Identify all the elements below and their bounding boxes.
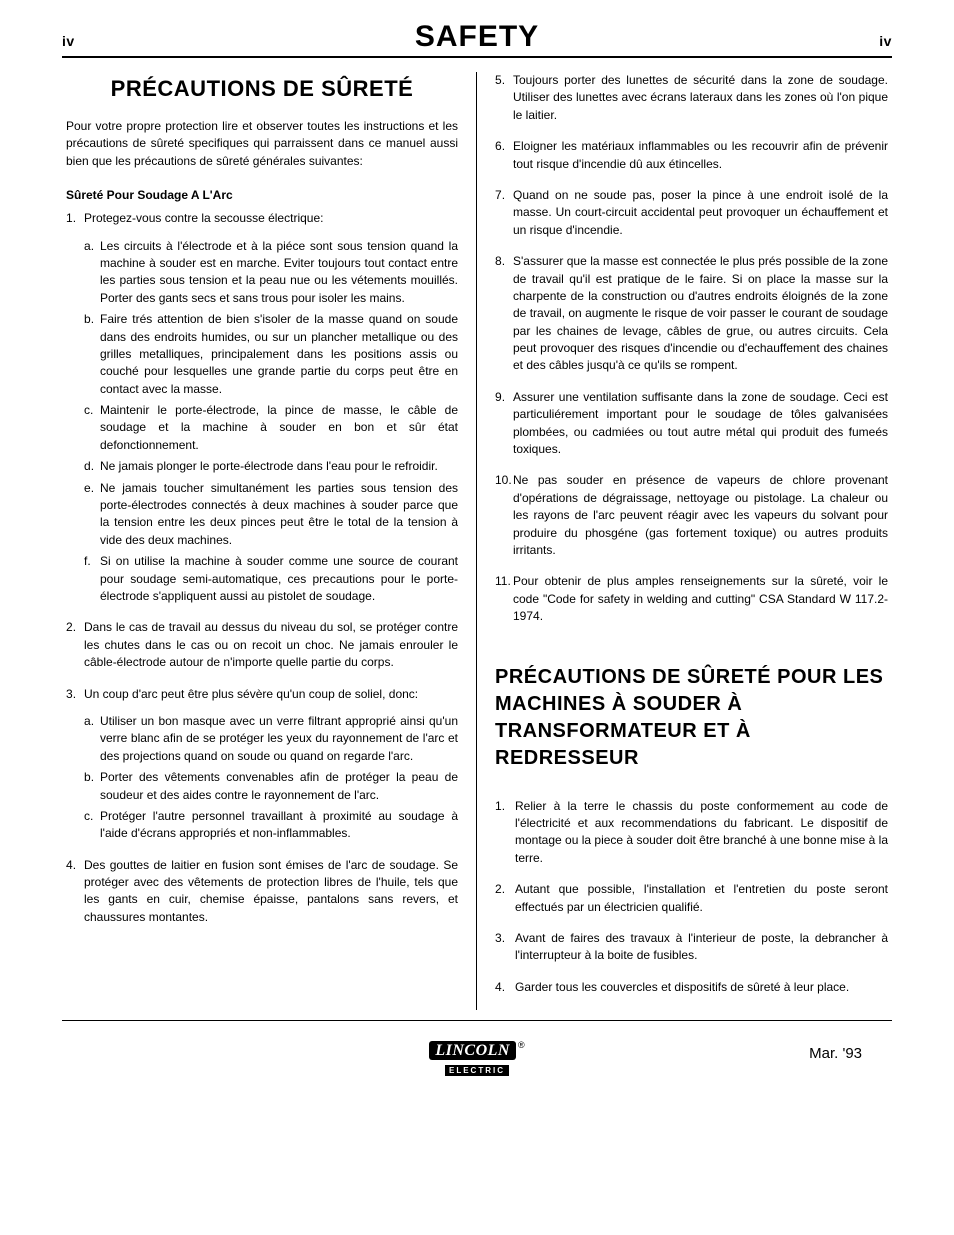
- list-item: Des gouttes de laitier en fusion sont ém…: [66, 857, 458, 927]
- sub-list-item: Porter des vêtements convenables afin de…: [84, 769, 458, 804]
- page-header: iv SAFETY iv: [62, 20, 892, 58]
- sub-list-item: Protéger l'autre personnel travaillant à…: [84, 808, 458, 843]
- section1-title: PRÉCAUTIONS DE SÛRETÉ: [66, 76, 458, 102]
- sub-list-item: Maintenir le porte-électrode, la pince d…: [84, 402, 458, 454]
- content-columns: PRÉCAUTIONS DE SÛRETÉ Pour votre propre …: [62, 72, 892, 1010]
- list-item: Relier à la terre le chassis du poste co…: [495, 798, 888, 868]
- sub-list-item: Les circuits à l'électrode et à la piéce…: [84, 238, 458, 308]
- bottom-rule: [62, 1020, 892, 1021]
- sub-list-item: Ne jamais plonger le porte-électrode dan…: [84, 458, 458, 475]
- page-number-right: iv: [879, 33, 892, 49]
- list-item: Eloigner les matériaux inflammables ou l…: [495, 138, 888, 173]
- sub-list-item: Utiliser un bon masque avec un verre fil…: [84, 713, 458, 765]
- list-item: Un coup d'arc peut être plus sévère qu'u…: [66, 686, 458, 843]
- list-item: Pour obtenir de plus amples renseignemen…: [495, 573, 888, 625]
- list-item: Toujours porter des lunettes de sécurité…: [495, 72, 888, 124]
- list-item: Quand on ne soude pas, poser la pince à …: [495, 187, 888, 239]
- footer-date: Mar. '93: [809, 1045, 862, 1062]
- section2-list: Relier à la terre le chassis du poste co…: [495, 798, 888, 997]
- list-item: Dans le cas de travail au dessus du nive…: [66, 619, 458, 671]
- list-item: Assurer une ventilation suffisante dans …: [495, 389, 888, 459]
- page-footer: LINCOLN® ELECTRIC Mar. '93: [62, 1039, 892, 1079]
- section1-subhead: Sûreté Pour Soudage A L'Arc: [66, 188, 458, 202]
- section1-list-continued: Toujours porter des lunettes de sécurité…: [495, 72, 888, 626]
- document-title: SAFETY: [415, 20, 539, 54]
- sub-list: Utiliser un bon masque avec un verre fil…: [84, 713, 458, 843]
- left-column: PRÉCAUTIONS DE SÛRETÉ Pour votre propre …: [62, 72, 477, 1010]
- page-number-left: iv: [62, 33, 75, 49]
- registered-mark: ®: [518, 1040, 525, 1050]
- sub-list-item: Faire trés attention de bien s'isoler de…: [84, 311, 458, 398]
- brand-subname: ELECTRIC: [445, 1065, 509, 1076]
- list-item: Garder tous les couvercles et dispositif…: [495, 979, 888, 996]
- sub-list-item: Si on utilise la machine à souder comme …: [84, 553, 458, 605]
- list-item: S'assurer que la masse est connectée le …: [495, 253, 888, 375]
- brand-name: LINCOLN: [429, 1041, 516, 1060]
- list-item: Avant de faires des travaux à l'interieu…: [495, 930, 888, 965]
- sub-list-item: Ne jamais toucher simultanément les part…: [84, 480, 458, 550]
- section2-title: PRÉCAUTIONS DE SÛRETÉ POUR LES MACHINES …: [495, 664, 888, 772]
- brand-logo: LINCOLN® ELECTRIC: [429, 1040, 524, 1077]
- list-item: Protegez-vous contre la secousse électri…: [66, 210, 458, 605]
- sub-list: Les circuits à l'électrode et à la piéce…: [84, 238, 458, 606]
- right-column: Toujours porter des lunettes de sécurité…: [477, 72, 892, 1010]
- section1-intro: Pour votre propre protection lire et obs…: [66, 118, 458, 170]
- list-item: Autant que possible, l'installation et l…: [495, 881, 888, 916]
- list-item: Ne pas souder en présence de vapeurs de …: [495, 472, 888, 559]
- section1-list: Protegez-vous contre la secousse électri…: [66, 210, 458, 926]
